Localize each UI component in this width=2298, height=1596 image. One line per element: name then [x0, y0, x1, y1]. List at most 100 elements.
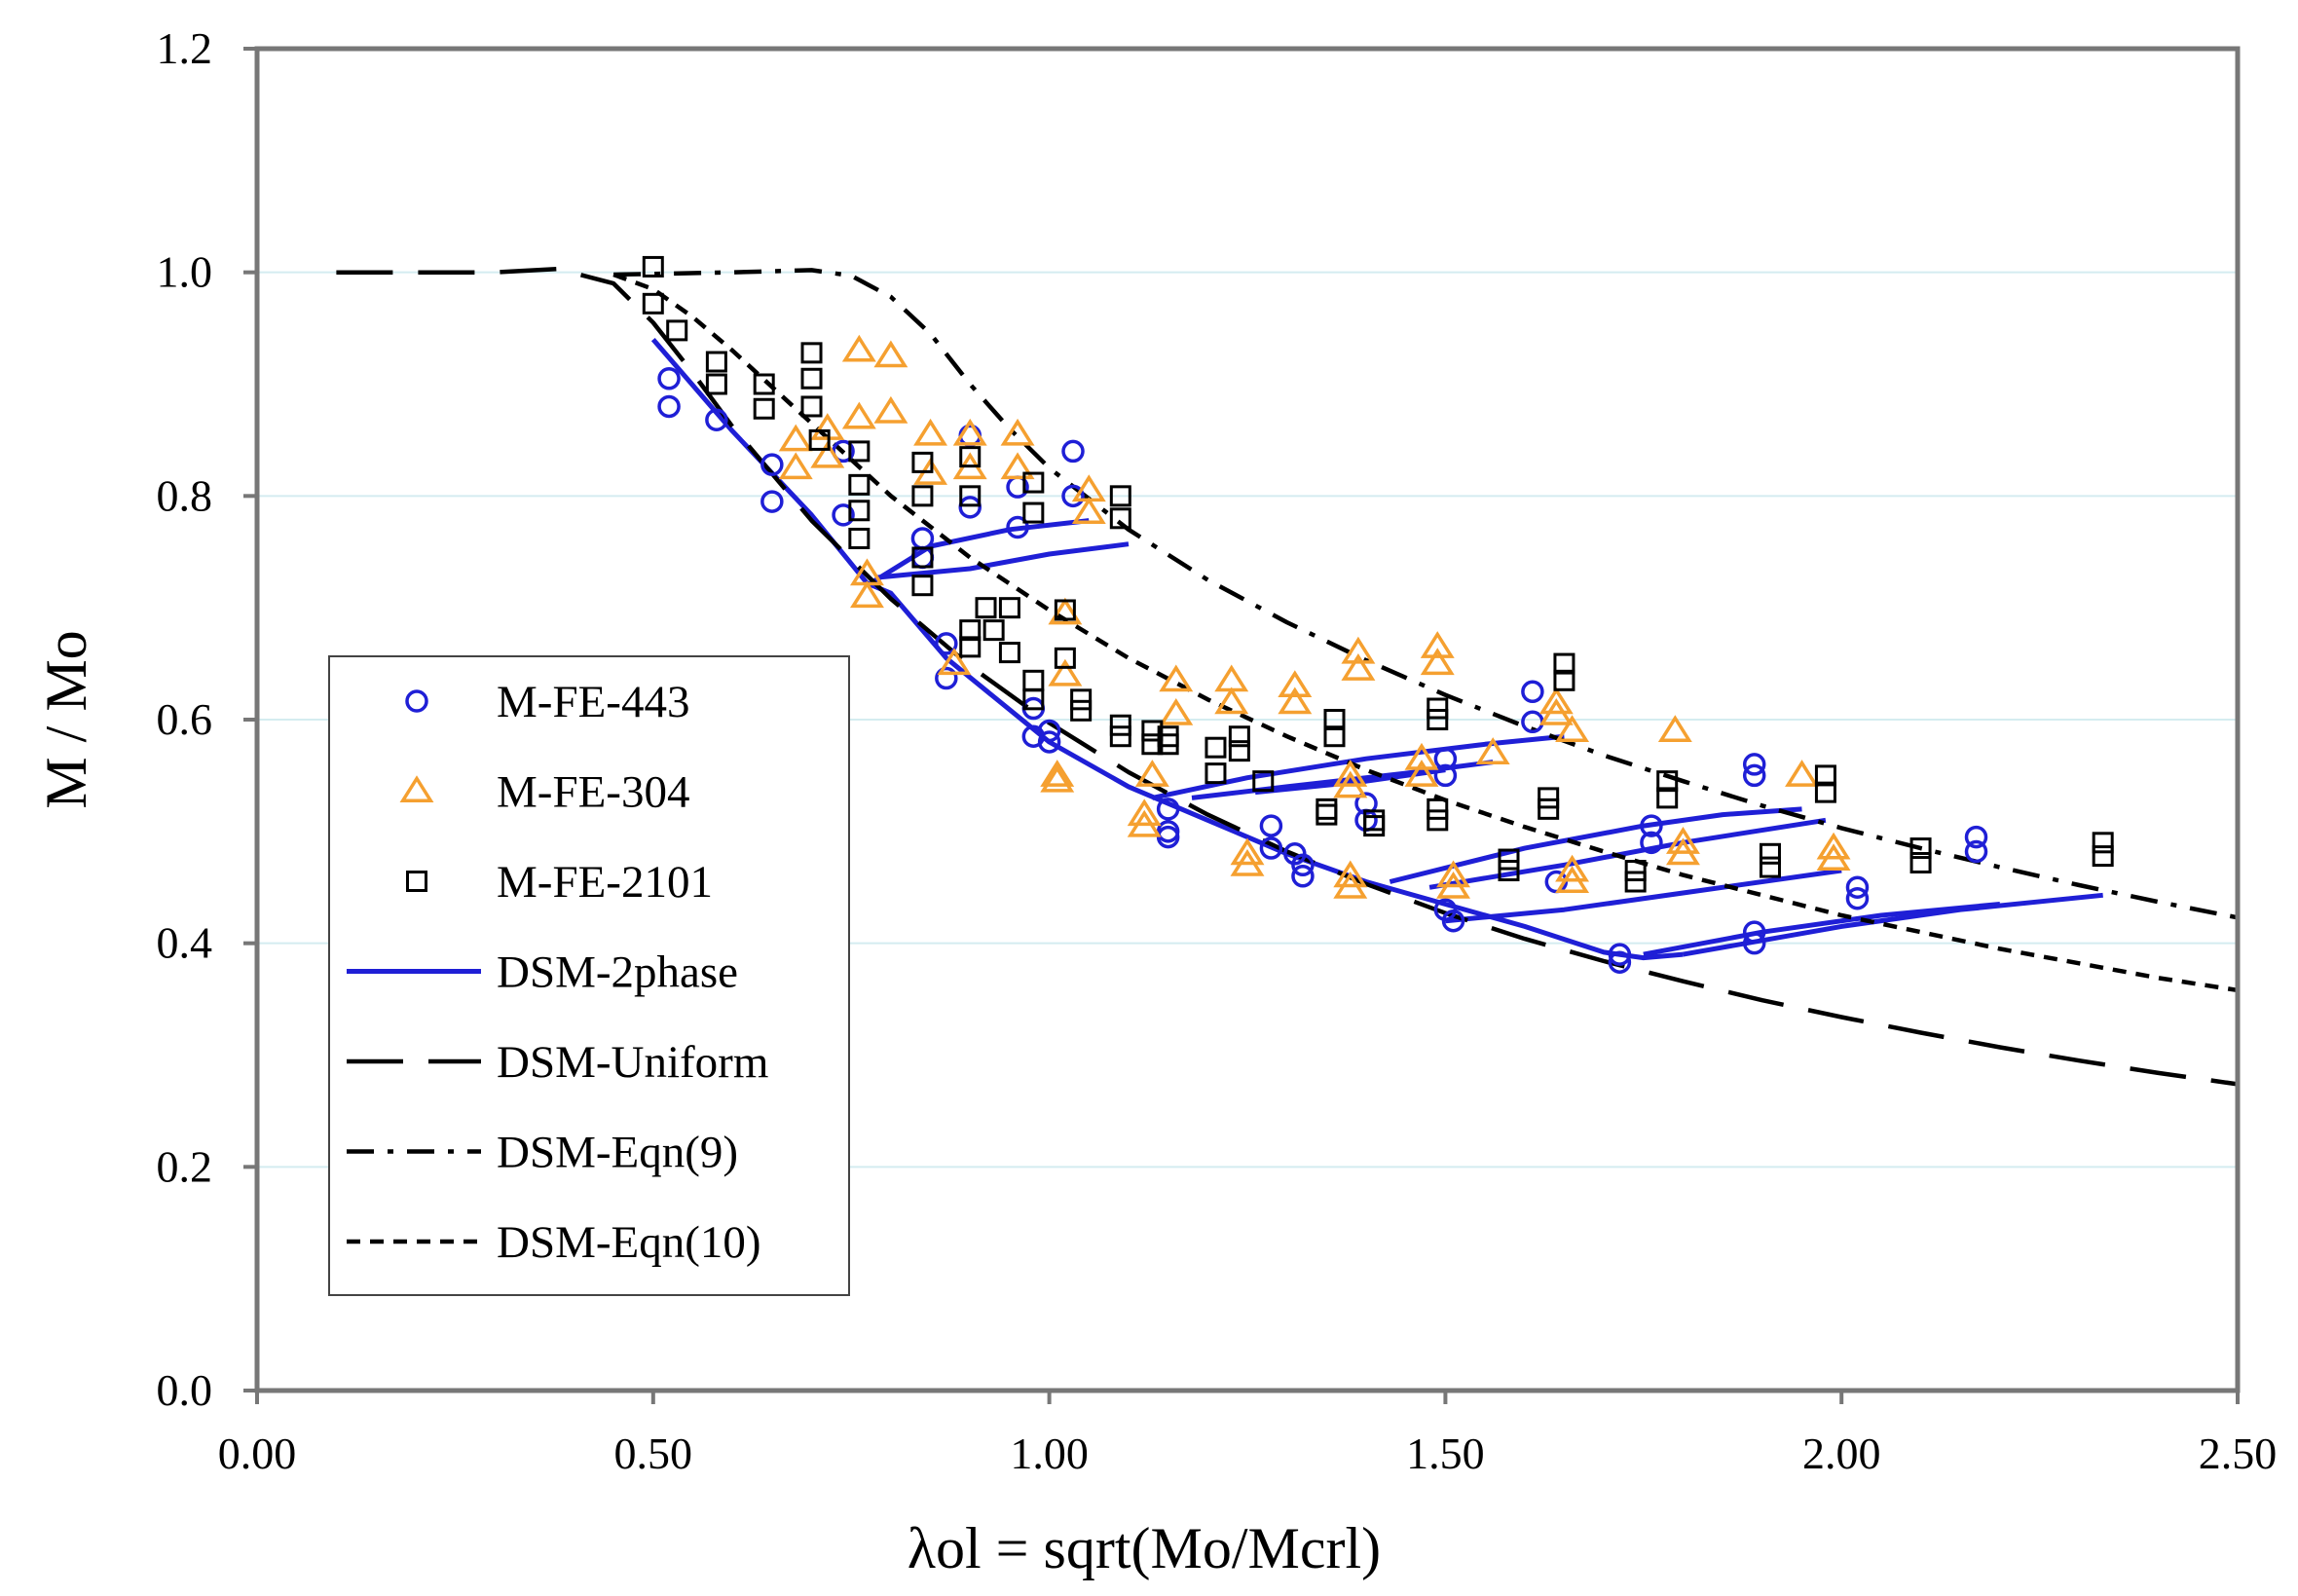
- legend-marker: [406, 871, 427, 892]
- data-point: [657, 367, 681, 390]
- legend-box: [328, 655, 850, 1296]
- data-point: [913, 418, 948, 446]
- data-point: [1624, 871, 1647, 893]
- data-point: [1666, 837, 1700, 866]
- data-point: [1816, 832, 1851, 860]
- data-point: [1230, 837, 1265, 866]
- data-point: [1964, 839, 1988, 864]
- legend-marker: [405, 689, 428, 713]
- data-point: [1022, 501, 1045, 524]
- x-tick-label: 2.50: [2199, 1429, 2278, 1478]
- data-point: [975, 597, 997, 619]
- legend-label: DSM-2phase: [497, 947, 738, 998]
- data-point: [848, 440, 871, 463]
- data-point: [753, 373, 775, 395]
- data-point: [1404, 760, 1439, 787]
- data-point: [1205, 736, 1227, 759]
- data-point: [982, 619, 1005, 642]
- data-point: [1555, 866, 1590, 894]
- data-point: [935, 632, 958, 655]
- data-point: [1109, 507, 1131, 530]
- legend-label: M-FE-2101: [497, 857, 713, 908]
- legend-marker: [399, 775, 434, 802]
- data-point: [1054, 647, 1076, 669]
- data-point: [1845, 886, 1870, 910]
- data-point: [1555, 715, 1590, 742]
- data-point: [1420, 631, 1455, 658]
- data-point: [1333, 760, 1368, 787]
- data-point: [1427, 809, 1449, 832]
- data-point: [1134, 760, 1169, 787]
- data-point: [800, 342, 823, 364]
- data-point: [959, 636, 982, 658]
- data-point: [1433, 747, 1458, 770]
- data-point: [1000, 418, 1035, 446]
- data-point: [1909, 851, 1932, 873]
- data-point: [642, 255, 664, 278]
- y-tick-label: 0.2: [157, 1141, 213, 1191]
- data-point: [808, 428, 831, 451]
- data-point: [1742, 931, 1766, 955]
- data-point: [1742, 763, 1766, 788]
- data-point: [1323, 709, 1346, 730]
- data-point: [1742, 920, 1766, 944]
- legend-items: M-FE-443 M-FE-304 M-FE-2101 DSM-2phase DSM-U…: [347, 677, 768, 1268]
- data-point: [1608, 950, 1632, 974]
- data-point: [1909, 837, 1932, 860]
- series-line-DSM-Uniform: [336, 266, 2238, 1087]
- data-point: [1278, 687, 1313, 715]
- data-point: [2092, 845, 2114, 868]
- data-point: [1040, 760, 1075, 787]
- data-point: [1323, 725, 1346, 748]
- data-point: [1521, 680, 1544, 704]
- data-point: [850, 580, 884, 609]
- x-tick-label: 2.00: [1802, 1429, 1881, 1478]
- data-point: [1608, 943, 1632, 966]
- data-point: [1006, 515, 1029, 539]
- data-point: [778, 452, 813, 480]
- y-tick-label: 0.8: [157, 470, 213, 520]
- data-point: [1022, 471, 1045, 494]
- plot-markers: [642, 255, 2114, 974]
- data-point: [1316, 798, 1338, 820]
- data-point: [1333, 871, 1368, 899]
- legend-label: DSM-Uniform: [497, 1037, 768, 1088]
- data-point: [1420, 648, 1455, 676]
- data-point: [1433, 763, 1458, 788]
- data-point: [1022, 669, 1045, 691]
- data-point: [1759, 856, 1781, 878]
- series-line-DSM-2phase: [1428, 817, 1827, 890]
- data-point: [1427, 697, 1449, 720]
- data-point: [958, 496, 982, 519]
- data-point: [841, 401, 876, 429]
- data-point: [1259, 836, 1283, 860]
- data-point: [1656, 787, 1679, 809]
- data-point: [778, 424, 813, 452]
- y-tick-label: 1.0: [157, 247, 213, 297]
- data-point: [1159, 664, 1194, 692]
- data-point: [810, 440, 845, 468]
- data-point: [911, 575, 934, 597]
- legend: M-FE-443 M-FE-304 M-FE-2101 DSM-2phase DSM-U…: [328, 655, 850, 1296]
- data-point: [1000, 452, 1035, 480]
- x-tick-label: 0.50: [614, 1429, 693, 1478]
- data-point: [666, 319, 688, 342]
- data-point: [1230, 848, 1265, 876]
- data-point: [1259, 814, 1283, 837]
- data-point: [1814, 781, 1836, 803]
- data-point: [1048, 658, 1083, 687]
- data-point: [848, 473, 871, 496]
- x-tick-label: 1.50: [1406, 1429, 1485, 1478]
- data-point: [1252, 770, 1275, 793]
- data-point: [1071, 497, 1106, 525]
- data-point: [1037, 719, 1061, 743]
- data-point: [705, 351, 727, 373]
- data-point: [1555, 854, 1590, 882]
- data-point: [1109, 725, 1131, 748]
- data-point: [1278, 670, 1313, 698]
- y-axis-title: M / Mo: [34, 630, 98, 808]
- y-tick-label: 1.2: [157, 23, 213, 73]
- data-point: [1538, 798, 1560, 820]
- data-point: [2092, 832, 2114, 854]
